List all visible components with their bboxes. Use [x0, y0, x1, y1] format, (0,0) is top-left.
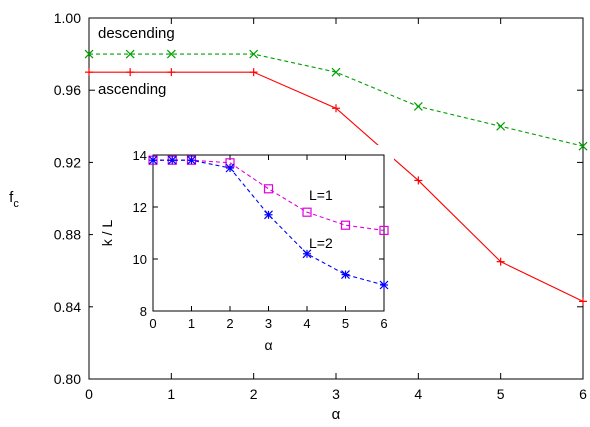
inset-series-label-L2: L=2 [309, 235, 333, 251]
main-y-axis-label-subscript: c [13, 198, 19, 210]
inset-series-point-1 [167, 155, 177, 165]
inset-series-point-1 [302, 249, 312, 259]
main-series-point-1 [414, 176, 423, 185]
main-series-line-0 [89, 53, 584, 147]
series-label-ascending: ascending [98, 81, 166, 98]
main-series-point-1 [85, 68, 93, 77]
inset-y-tick-label: 10 [133, 252, 147, 267]
inset-series-point-1 [225, 163, 235, 173]
inset-series-point-1 [341, 270, 350, 280]
inset-y-axis-label: k / L [99, 220, 115, 247]
main-x-axis-label: α [332, 406, 341, 423]
main-x-tick-label: 3 [332, 386, 340, 402]
main-y-tick-label: 0.96 [54, 82, 81, 98]
inset-series-point-1 [148, 155, 158, 165]
inset-x-tick-label: 6 [380, 316, 387, 331]
main-series-point-0 [84, 49, 94, 59]
main-y-tick-label: 0.80 [54, 371, 81, 387]
main-x-tick-label: 6 [579, 386, 587, 402]
main-plot: 0 1 2 3 4 5 60.800.840.880.920.961.00 α fc des… [9, 10, 588, 423]
main-x-tick-label: 1 [167, 386, 175, 402]
main-series-point-0 [331, 67, 341, 77]
main-x-tick-label: 4 [414, 386, 422, 402]
main-y-tick-label: 0.88 [54, 227, 81, 243]
inset-x-tick-label: 4 [303, 316, 310, 331]
inset-series-point-0 [263, 184, 274, 194]
main-x-tick-label: 2 [250, 386, 258, 402]
main-series-line-1 [89, 71, 584, 302]
inset-series-point-0 [379, 225, 389, 235]
inset-x-tick-label: 5 [342, 316, 349, 331]
inset-x-axis-label: α [264, 337, 272, 353]
inset-series-point-1 [379, 280, 389, 290]
main-series-point-1 [496, 257, 505, 266]
inset-series-group [148, 155, 389, 290]
main-series-point-0 [166, 49, 176, 59]
main-x-tick-label: 0 [85, 386, 93, 402]
main-series-point-1 [579, 297, 587, 306]
inset-x-tick-label: 3 [265, 316, 272, 331]
main-y-axis-label-base: f [9, 189, 14, 206]
inset-series-point-1 [187, 155, 196, 165]
inset-background [93, 145, 394, 356]
main-series-point-0 [496, 121, 506, 131]
main-series-point-0 [249, 49, 259, 59]
main-series-point-1 [332, 104, 340, 113]
inset-y-tick-label: 14 [133, 148, 147, 163]
main-y-tick-label: 0.84 [54, 299, 81, 315]
inset-series-point-1 [264, 210, 273, 220]
main-series-group [84, 49, 588, 306]
inset-y-tick-label: 12 [133, 200, 147, 215]
inset-series-point-0 [302, 207, 312, 217]
series-label-descending: descending [98, 25, 175, 42]
main-x-tick-label: 5 [497, 386, 505, 402]
main-series-point-0 [125, 49, 135, 59]
inset-x-tick-label: 0 [149, 316, 156, 331]
main-y-tick-label: 0.92 [54, 154, 81, 170]
main-y-axis-label: fc [9, 189, 19, 210]
inset-x-tick-label: 1 [188, 316, 195, 331]
inset-series-label-L1: L=1 [309, 187, 333, 203]
main-y-tick-label: 1.00 [54, 10, 81, 26]
inset-series-point-0 [340, 220, 351, 230]
main-series-point-0 [413, 102, 423, 111]
main-series-point-1 [249, 68, 258, 77]
main-series-point-1 [126, 68, 135, 77]
inset-x-tick-label: 2 [226, 316, 233, 331]
inset-y-tick-label: 8 [140, 304, 147, 319]
main-series-point-1 [167, 68, 176, 77]
main-series-point-0 [578, 141, 588, 151]
main-axis-ticks: 0 1 2 3 4 5 60.800.840.880.920.961.00 [54, 10, 587, 402]
